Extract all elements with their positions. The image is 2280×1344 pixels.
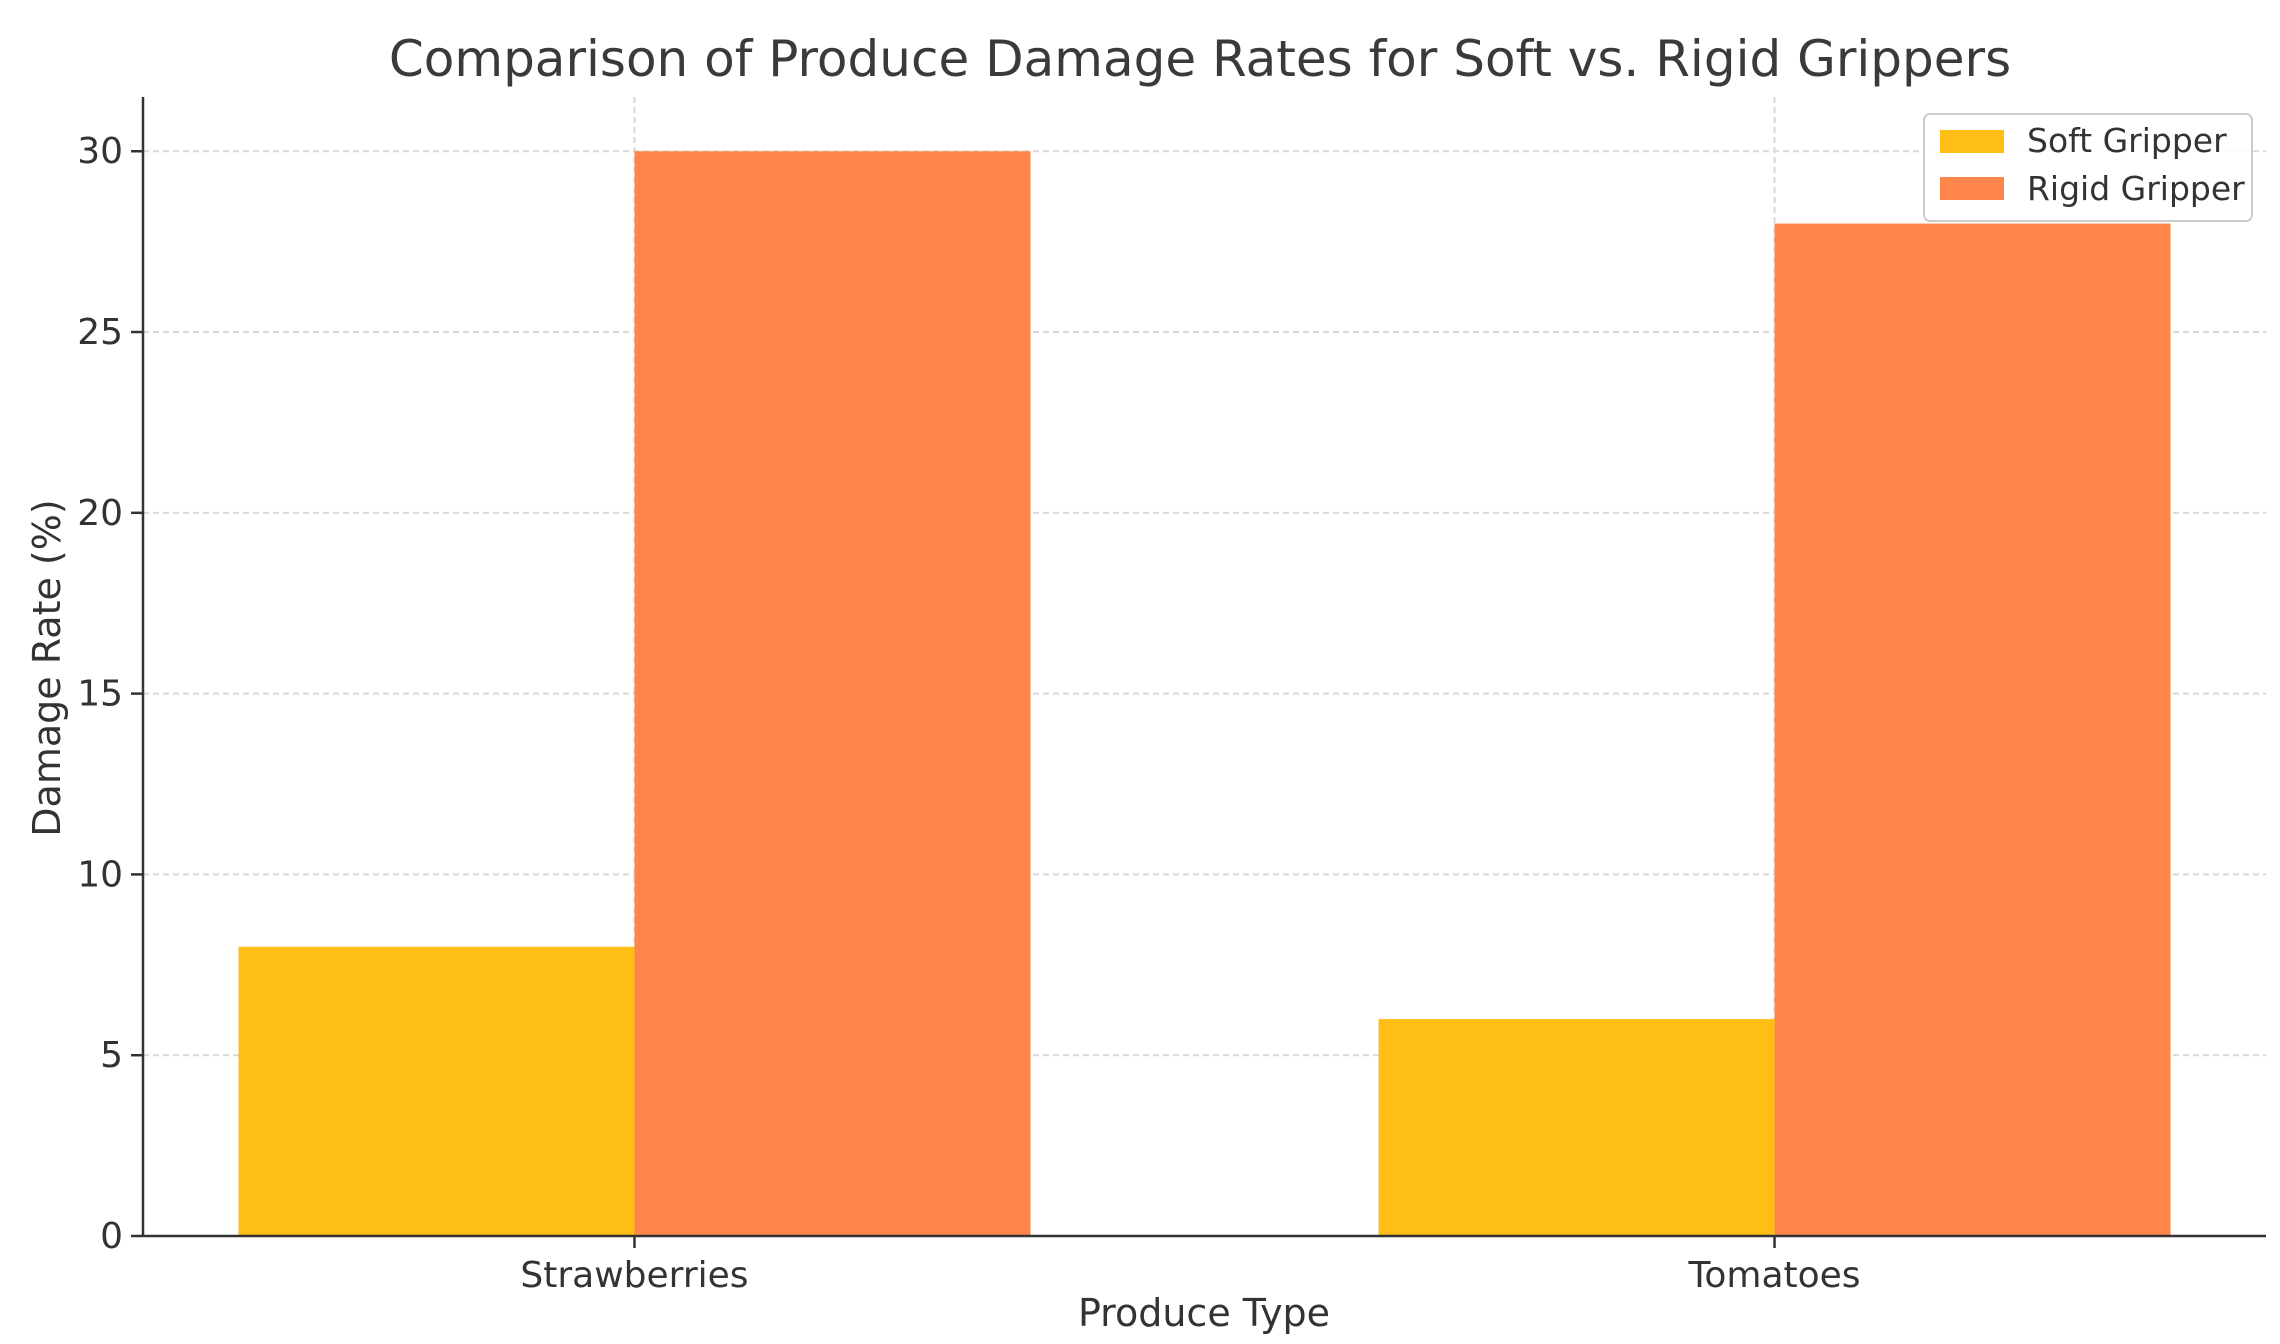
- bar-rigid-gripper-tomatoes: [1774, 223, 2171, 1237]
- y-tick-label-20: 20: [77, 493, 123, 534]
- y-tick-label-5: 5: [100, 1035, 123, 1076]
- y-tick-label-25: 25: [77, 312, 123, 353]
- chart-title: Comparison of Produce Damage Rates for S…: [389, 30, 2011, 88]
- x-tick-label-strawberries: Strawberries: [520, 1255, 748, 1296]
- legend-box: [1923, 113, 2253, 222]
- y-tick-label-0: 0: [100, 1216, 123, 1257]
- y-tick-label-15: 15: [77, 674, 123, 715]
- y-tick-label-30: 30: [77, 131, 123, 172]
- x-ticks: Strawberries Tomatoes: [520, 1236, 1861, 1296]
- legend-label-soft-gripper: Soft Gripper: [2027, 121, 2227, 160]
- y-axis-title: Damage Rate (%): [25, 499, 69, 836]
- legend-swatch-soft-gripper: [1940, 130, 2004, 153]
- bars: [238, 151, 2171, 1237]
- grid-lines: [143, 97, 2266, 1236]
- legend-swatch-rigid-gripper: [1940, 177, 2004, 200]
- bar-soft-gripper-strawberries: [238, 946, 635, 1236]
- bar-rigid-gripper-strawberries: [634, 151, 1031, 1237]
- legend-label-rigid-gripper: Rigid Gripper: [2027, 169, 2245, 208]
- y-ticks: 0 5 10 15 20 25 30: [77, 131, 143, 1257]
- x-axis-title: Produce Type: [1078, 1291, 1330, 1335]
- y-tick-label-10: 10: [77, 854, 123, 895]
- bar-soft-gripper-tomatoes: [1378, 1019, 1775, 1236]
- legend: Soft Gripper Rigid Gripper: [1923, 113, 2253, 222]
- x-tick-label-tomatoes: Tomatoes: [1687, 1255, 1860, 1296]
